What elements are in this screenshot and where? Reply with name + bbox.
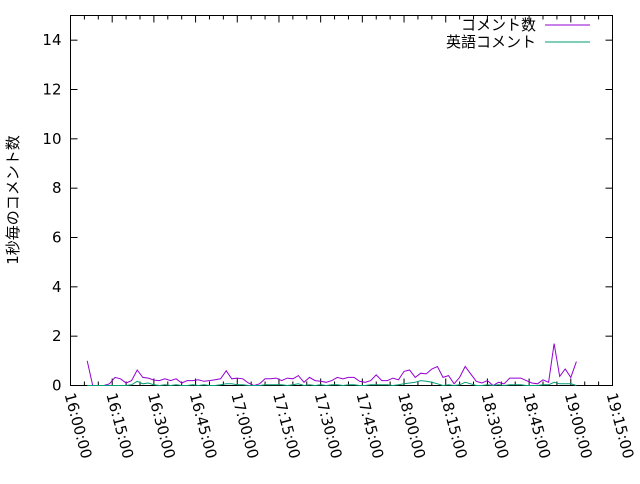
x-tick-label: 19:15:00	[603, 391, 638, 461]
y-tick-label: 8	[52, 179, 62, 197]
x-tick-label: 16:15:00	[102, 391, 137, 461]
legend-label-series-2: 英語コメント	[446, 33, 536, 51]
x-tick-label: 17:00:00	[227, 391, 262, 461]
x-tick-label: 17:30:00	[311, 391, 346, 461]
y-tick-label: 4	[52, 278, 62, 296]
x-tick-label: 16:45:00	[186, 391, 221, 461]
y-tick-label: 12	[42, 81, 61, 99]
series-line-2	[87, 380, 577, 387]
y-tick-label: 6	[52, 229, 62, 247]
y-tick-label: 2	[52, 327, 62, 345]
x-tick-label: 19:00:00	[561, 391, 596, 461]
x-tick-label: 18:00:00	[394, 391, 429, 461]
x-tick-label: 17:45:00	[352, 391, 387, 461]
x-tick-label: 17:15:00	[269, 391, 304, 461]
legend-label-series-1: コメント数	[461, 16, 536, 34]
plot-border	[70, 15, 613, 386]
x-tick-label: 16:00:00	[61, 391, 96, 461]
y-tick-label: 10	[42, 130, 61, 148]
x-tick-label: 16:30:00	[144, 391, 179, 461]
x-tick-label: 18:30:00	[478, 391, 513, 461]
y-tick-label: 14	[42, 31, 61, 49]
y-tick-label: 0	[52, 377, 62, 395]
legend: コメント数 英語コメント	[446, 16, 590, 51]
x-tick-label: 18:15:00	[436, 391, 471, 461]
series-line-1	[86, 343, 577, 387]
y-axis-label: 1秒毎のコメント数	[4, 135, 22, 265]
x-tick-label: 18:45:00	[519, 391, 554, 461]
